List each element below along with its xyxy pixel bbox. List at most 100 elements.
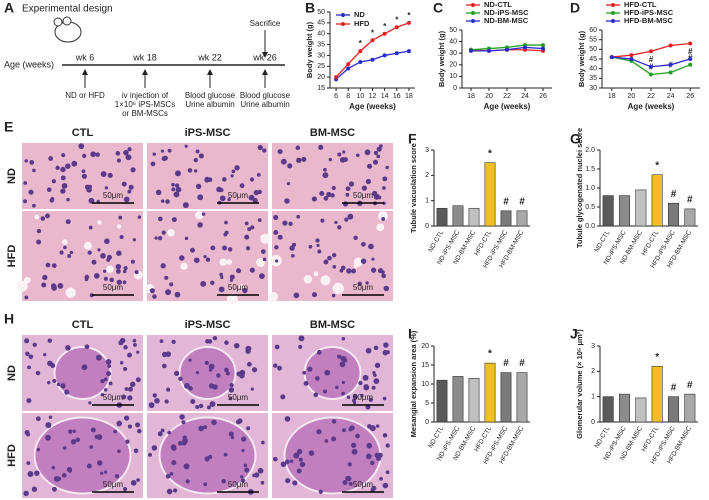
nucleus [345, 192, 350, 197]
nucleus [173, 191, 180, 198]
vacuole [219, 258, 227, 266]
mouse-ear [53, 17, 63, 27]
nucleus [225, 371, 230, 376]
nucleus [70, 439, 77, 445]
panel-a: A Experimental design Age (weeks) Sacrif… [4, 0, 285, 69]
point [346, 66, 351, 71]
nucleus [188, 358, 192, 362]
nucleus [45, 262, 51, 268]
diet-label: ND or HFD [65, 91, 105, 100]
nucleus [360, 258, 367, 264]
nucleus [105, 359, 112, 365]
nucleus [127, 147, 132, 152]
sacrifice-label: Sacrifice [250, 19, 281, 28]
nucleus [295, 145, 301, 151]
nucleus [363, 384, 370, 391]
nucleus [67, 254, 72, 258]
nucleus [245, 345, 252, 352]
vacuole [24, 276, 31, 284]
nucleus [376, 154, 381, 159]
y-tick-label: 1 [425, 198, 429, 205]
nucleus [206, 405, 211, 410]
nucleus [61, 473, 67, 478]
nucleus [222, 245, 228, 251]
bar [452, 205, 464, 227]
week-label: wk 26 [252, 52, 277, 62]
nucleus [368, 243, 374, 250]
nucleus [340, 355, 347, 362]
panel-letter: H [4, 311, 14, 327]
nucleus [249, 177, 255, 182]
nucleus [122, 269, 127, 274]
row-header: HFD [6, 444, 18, 467]
nucleus [371, 485, 377, 491]
nucleus [204, 360, 209, 365]
nucleus [296, 448, 303, 455]
vacuole [353, 264, 358, 269]
nucleus [23, 199, 28, 204]
nucleus [182, 437, 189, 444]
bar [516, 372, 528, 423]
nucleus [224, 220, 228, 225]
nucleus [65, 345, 71, 351]
x-tick-label: 26 [686, 93, 694, 100]
nucleus [117, 449, 121, 454]
nucleus [195, 370, 200, 375]
nucleus [308, 450, 315, 456]
week-label: wk 22 [197, 52, 222, 62]
nucleus [332, 253, 337, 258]
nucleus [346, 475, 352, 482]
nucleus [200, 280, 207, 287]
point [629, 57, 634, 61]
point [370, 38, 375, 43]
nucleus [246, 426, 251, 431]
y-tick-label: 10 [421, 381, 429, 388]
annotation: # [671, 382, 677, 393]
nucleus [26, 432, 31, 437]
column-header: CTL [72, 319, 94, 331]
nucleus [331, 185, 336, 191]
tissue [22, 211, 143, 301]
x-tick-label: 18 [608, 93, 616, 100]
y-tick-label: 0 [591, 419, 595, 426]
y-tick-label: 2 [591, 368, 595, 375]
nucleus [86, 463, 92, 469]
nucleus [25, 351, 30, 357]
nucleus [371, 257, 375, 261]
point [523, 45, 527, 50]
nucleus [340, 265, 346, 271]
nucleus [118, 340, 124, 346]
nucleus [36, 447, 41, 452]
nucleus [116, 279, 122, 285]
y-tick-label: 45 [317, 20, 325, 27]
scale-label: 50μm [103, 480, 124, 489]
y-axis-label: Tubule vacuolation score [409, 143, 418, 233]
nucleus [134, 270, 139, 275]
nucleus [136, 478, 140, 482]
bar [635, 189, 647, 227]
nucleus [148, 402, 155, 409]
point [668, 43, 673, 48]
nucleus [96, 199, 100, 203]
nucleus [32, 203, 36, 208]
vacuole [377, 210, 389, 222]
point [688, 62, 693, 67]
nucleus [331, 293, 336, 298]
nucleus [361, 241, 366, 247]
nucleus [331, 419, 337, 424]
nucleus [318, 489, 323, 494]
vacuole [268, 292, 279, 302]
nucleus [224, 340, 229, 345]
y-tick-label: 50 [449, 27, 457, 34]
point [629, 53, 634, 58]
bar [602, 396, 614, 423]
nucleus [231, 169, 236, 174]
nucleus [337, 152, 342, 157]
nucleus [229, 274, 235, 280]
nucleus [185, 479, 190, 484]
nucleus [51, 179, 56, 184]
y-tick-label: 20 [449, 62, 457, 69]
nucleus [152, 152, 156, 156]
timeline-title: Experimental design [22, 4, 113, 15]
nucleus [100, 253, 106, 259]
